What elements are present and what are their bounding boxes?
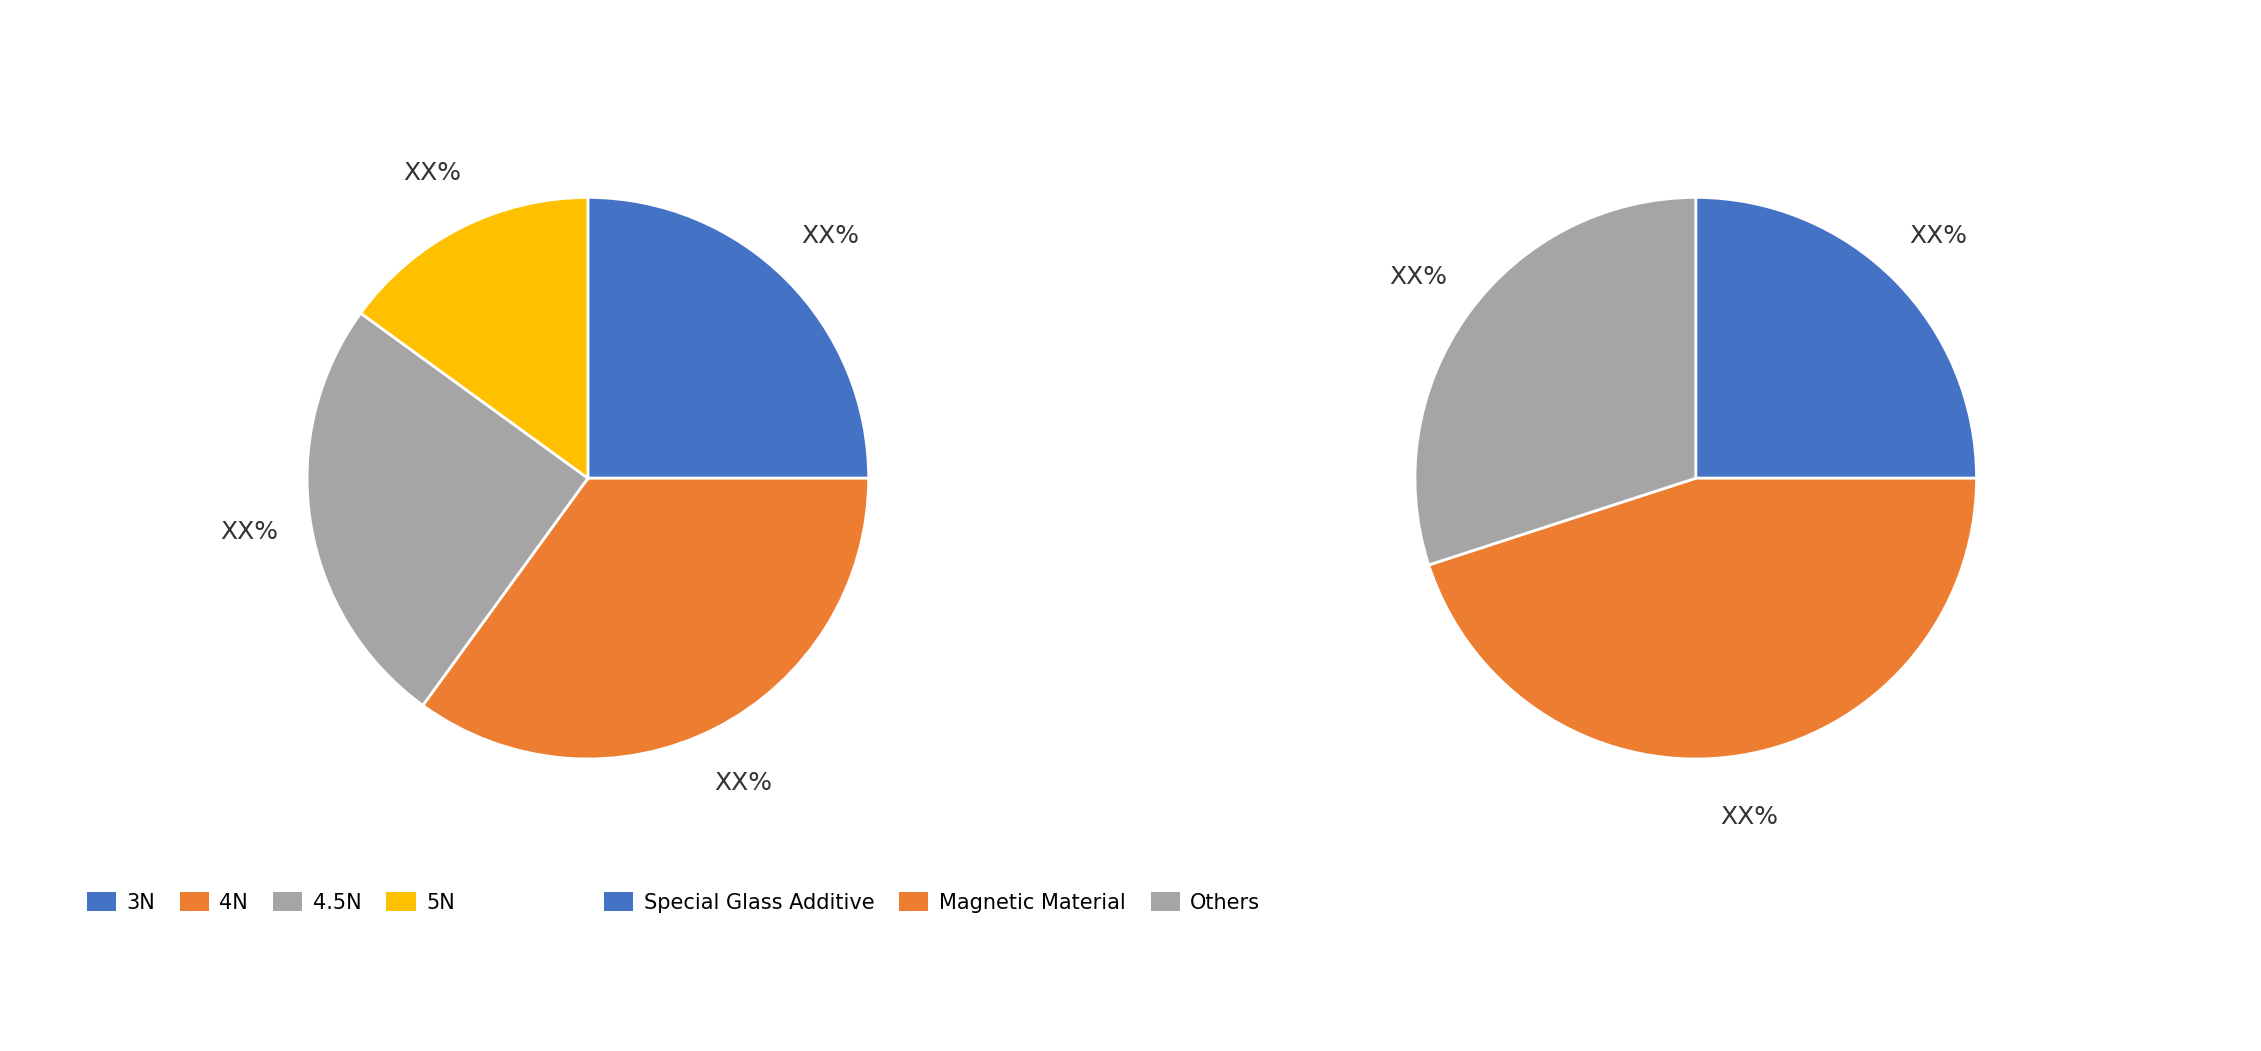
Text: Source: Theindustrystats Analysis: Source: Theindustrystats Analysis xyxy=(45,992,448,1013)
Text: Fig. Global Erbium Oxide Market Share by Product Types & Application: Fig. Global Erbium Oxide Market Share by… xyxy=(29,39,1244,67)
Text: XX%: XX% xyxy=(714,771,773,796)
Text: XX%: XX% xyxy=(800,224,859,248)
Wedge shape xyxy=(362,198,588,478)
Wedge shape xyxy=(588,198,868,478)
Wedge shape xyxy=(1429,478,1976,759)
Legend: 3N, 4N, 4.5N, 5N,          , Special Glass Additive, Magnetic Material, Others: 3N, 4N, 4.5N, 5N, , Special Glass Additi… xyxy=(79,884,1268,921)
Text: XX%: XX% xyxy=(1721,805,1779,828)
Wedge shape xyxy=(1696,198,1976,478)
Wedge shape xyxy=(1415,198,1696,565)
Text: XX%: XX% xyxy=(402,161,461,185)
Wedge shape xyxy=(307,313,588,705)
Wedge shape xyxy=(423,478,868,759)
Text: XX%: XX% xyxy=(222,520,278,543)
Text: XX%: XX% xyxy=(1391,265,1447,289)
Text: XX%: XX% xyxy=(1908,224,1967,248)
Text: Email: sales@theindustrystats.com: Email: sales@theindustrystats.com xyxy=(859,992,1273,1013)
Text: Website: www.theindustrystats.com: Website: www.theindustrystats.com xyxy=(1628,992,2055,1013)
